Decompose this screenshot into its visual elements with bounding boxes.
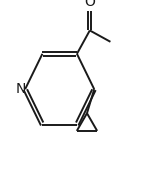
Text: O: O <box>84 0 95 9</box>
Text: N: N <box>16 82 26 96</box>
